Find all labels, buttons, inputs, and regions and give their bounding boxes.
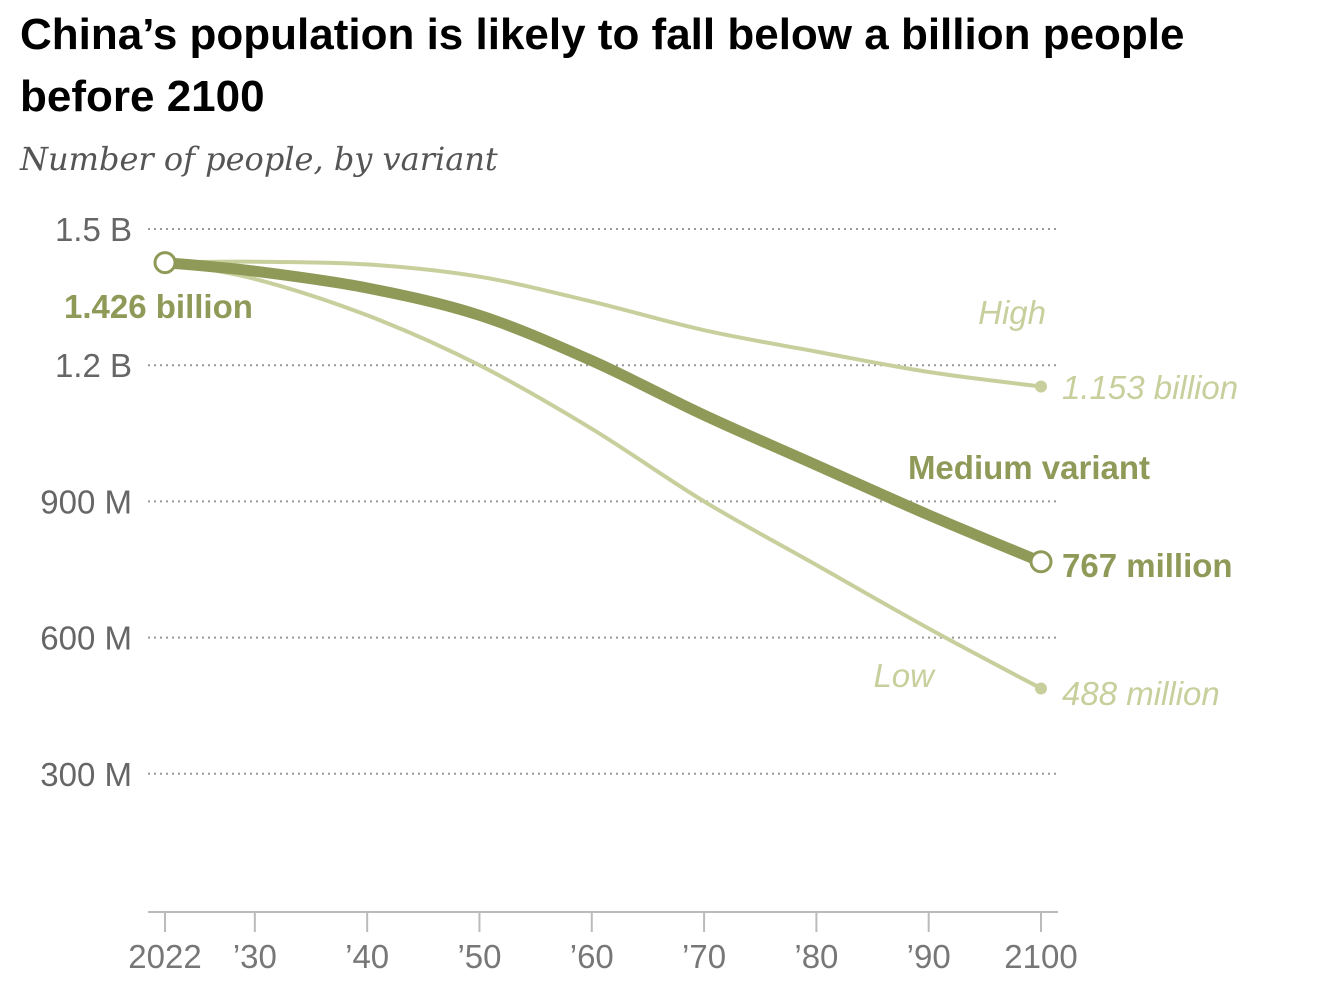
chart-subtitle: Number of people, by variant	[20, 140, 498, 178]
y-tick-label: 1.2 B	[55, 347, 132, 384]
chart-title: China’s population is likely to fall bel…	[20, 10, 1185, 121]
y-tick-label: 900 M	[40, 483, 132, 520]
end-point-low	[1035, 682, 1047, 695]
series-label-low: Low	[873, 657, 936, 694]
x-tick-label: ’60	[570, 938, 614, 975]
x-tick-label: ’50	[457, 938, 501, 975]
end-value-label-medium: 767 million	[1062, 547, 1233, 584]
series-label-medium: Medium variant	[908, 449, 1150, 486]
x-tick-label: ’70	[682, 938, 726, 975]
series-line-high	[163, 259, 1043, 389]
x-tick-label: ’30	[233, 938, 277, 975]
x-axis: 2022 ’30 ’40 ’50 ’60 ’70 ’80 ’90 2100	[128, 911, 1078, 975]
end-value-label-low: 488 million	[1062, 675, 1220, 712]
x-tick-label: 2022	[128, 938, 201, 975]
gridlines: 300 M 600 M 900 M 1.2 B 1.5 B	[40, 211, 1060, 793]
series-label-high: High	[978, 294, 1046, 331]
y-tick-label: 600 M	[40, 620, 132, 657]
series-lines	[153, 251, 1053, 695]
x-tick-label: ’80	[794, 938, 838, 975]
series-line-medium-variant	[159, 257, 1047, 568]
start-point	[153, 251, 177, 275]
y-tick-label: 1.5 B	[55, 211, 132, 248]
end-point-medium	[1029, 550, 1053, 574]
x-tick-label: ’40	[345, 938, 389, 975]
start-value-label: 1.426 billion	[64, 288, 253, 325]
end-point-high	[1035, 380, 1047, 393]
x-tick-label: ’90	[907, 938, 951, 975]
y-tick-label: 300 M	[40, 756, 132, 793]
x-tick-label: 2100	[1004, 938, 1077, 975]
end-value-label-high: 1.153 billion	[1062, 369, 1238, 406]
data-labels: 1.426 billion High 1.153 billion Medium var…	[64, 288, 1238, 712]
series-line-low	[163, 260, 1043, 691]
